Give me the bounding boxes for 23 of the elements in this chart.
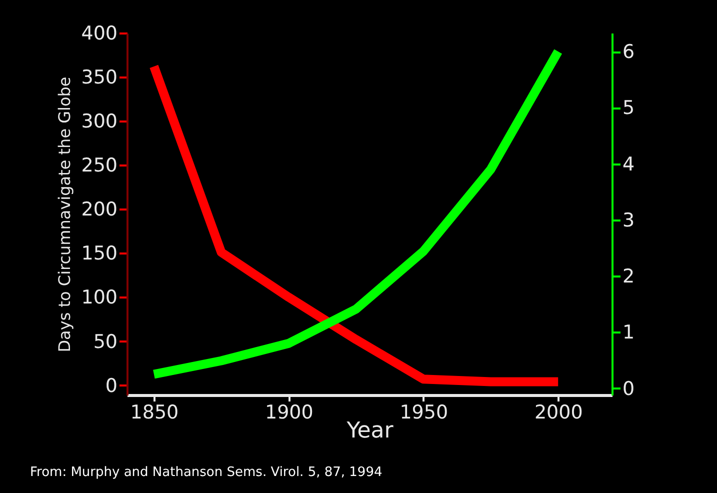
y-tick-label: 50 [93,330,118,353]
y-tick-label: 250 [81,154,118,177]
y-tick-label: 100 [81,286,118,309]
y2-tick-label: 3 [622,209,635,232]
y2-tick-label: 4 [622,153,635,176]
y-tick-label: 150 [81,242,118,265]
x-axis-title: Year [346,418,394,444]
y2-tick-label: 2 [622,266,635,288]
x-tick-label: 1950 [400,402,448,424]
y-axis-title: Days to Circumnavigate the Globe [55,76,74,352]
y-tick-label: 300 [81,110,118,133]
y-tick-label: 0 [105,374,118,397]
x-tick-label: 1850 [130,402,179,424]
y2-tick-label: 6 [622,41,635,64]
x-tick-label: 1900 [264,402,314,424]
y2-tick-label: 5 [622,97,635,120]
y2-tick-label: 0 [622,378,635,400]
y-tick-label: 400 [81,22,118,44]
y-tick-label: 350 [81,66,118,89]
x-tick-label: 2000 [534,402,583,424]
y-tick-label: 200 [81,198,118,221]
y2-tick-label: 1 [622,322,635,344]
text: From: Murphy and Nathanson Sems. Virol. 5, 87, 1994 [30,465,382,480]
